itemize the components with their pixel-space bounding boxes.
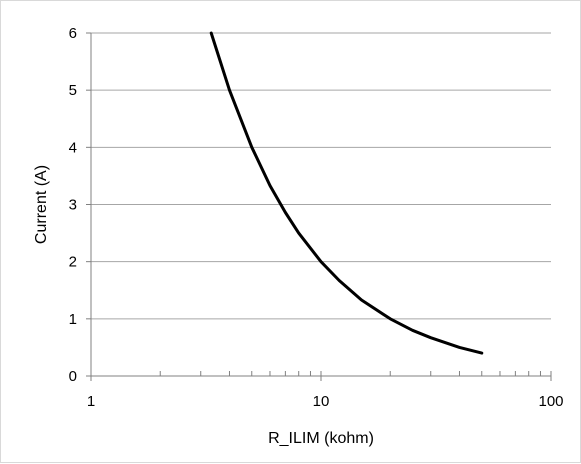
y-tick-label: 5 [69,82,77,99]
y-axis-title: Current (A) [33,165,50,244]
gridlines [91,32,551,320]
axes [86,32,552,381]
y-tick-label: 2 [69,254,77,271]
x-tick-label: 100 [538,393,563,410]
y-tick-label: 4 [69,139,77,156]
current-curve [209,31,484,355]
x-tick-label: 10 [313,393,330,410]
y-tick-label: 1 [69,311,77,328]
x-tick-label: 1 [87,393,95,410]
series-layer [209,31,484,355]
y-tick-label: 3 [69,197,77,214]
y-tick-label: 0 [69,368,77,385]
x-axis-title: R_ILIM (kohm) [268,430,374,447]
y-tick-label: 6 [69,25,77,42]
